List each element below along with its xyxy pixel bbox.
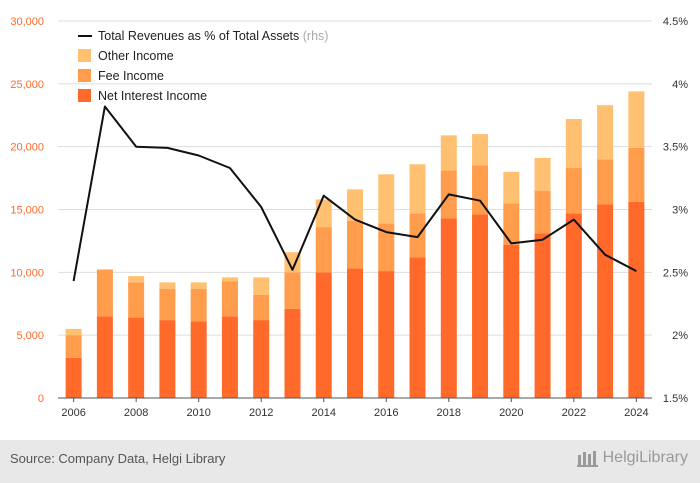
bar-segment: [409, 213, 426, 258]
x-tick-label: 2008: [124, 407, 148, 419]
y-left-tick-label: 15,000: [10, 205, 44, 217]
bar-segment: [159, 288, 176, 321]
bar-segment: [128, 276, 145, 283]
bar-segment: [440, 218, 457, 398]
bar-segment: [534, 157, 551, 191]
legend-swatch: [78, 49, 91, 62]
footer: Source: Company Data, Helgi Library Helg…: [0, 440, 700, 483]
y-left-tick-label: 5,000: [16, 330, 44, 342]
legend-line-name: Total Revenues as % of Total Assets: [98, 29, 303, 43]
bar-segment: [534, 233, 551, 398]
bar-segment: [565, 119, 582, 169]
bar-segment: [315, 272, 332, 398]
bar-segment: [378, 223, 395, 272]
bar-segment: [597, 204, 614, 398]
bar-segment: [503, 203, 520, 245]
bar-segment: [159, 282, 176, 289]
bar-segment: [503, 171, 520, 204]
legend-label-line: Total Revenues as % of Total Assets (rhs…: [98, 29, 328, 43]
x-tick-label: 2016: [374, 407, 398, 419]
bar-segment: [190, 282, 207, 289]
y-left-tick-label: 20,000: [10, 142, 44, 154]
x-tick-label: 2010: [186, 407, 210, 419]
bar-segment: [65, 357, 82, 398]
bar-segment: [284, 272, 301, 309]
bar-segment: [472, 214, 489, 398]
bar-segment: [221, 281, 238, 317]
bar-segment: [347, 189, 363, 221]
bar-segment: [253, 277, 270, 295]
bar-segment: [409, 164, 426, 214]
bar-segment: [628, 147, 645, 202]
x-tick-label: 2020: [499, 407, 523, 419]
bar-segment: [253, 294, 270, 321]
bar-segment: [597, 105, 614, 160]
bar-segment: [253, 320, 270, 398]
bar-segment: [190, 321, 207, 398]
y-right-tick-label: 3%: [672, 205, 688, 217]
bar-segment: [565, 168, 582, 214]
bar-segment: [65, 328, 82, 336]
bar-segment: [128, 282, 145, 318]
bar-segment: [96, 316, 113, 398]
source-note: Source: Company Data, Helgi Library: [10, 451, 226, 466]
y-right-tick-label: 4.5%: [663, 16, 688, 28]
bar-segment: [65, 335, 82, 358]
logo-text: HelgiLibrary: [602, 449, 688, 466]
bar-segment: [96, 269, 113, 270]
legend-label: Net Interest Income: [98, 89, 207, 103]
x-tick-label: 2018: [437, 407, 461, 419]
y-right-tick-label: 2.5%: [663, 267, 688, 279]
y-left-tick-label: 30,000: [10, 16, 44, 28]
y-right-tick-label: 2%: [672, 330, 688, 342]
bar-segment: [190, 288, 207, 322]
y-right-tick-label: 1.5%: [663, 393, 688, 405]
library-logo-icon: [576, 451, 598, 467]
bar-segment: [284, 252, 301, 273]
bar-segment: [409, 257, 426, 398]
y-right-tick-label: 4%: [672, 79, 688, 91]
bar-segment: [315, 199, 332, 228]
bar-segment: [628, 91, 645, 148]
legend-label: Fee Income: [98, 69, 164, 83]
bar-segment: [284, 308, 301, 398]
legend-line-suffix: (rhs): [303, 29, 329, 43]
y-right-tick-label: 3.5%: [663, 142, 688, 154]
bar-segment: [315, 227, 332, 273]
y-left-tick-label: 10,000: [10, 267, 44, 279]
helgi-library-logo: HelgiLibrary: [576, 449, 688, 467]
chart: 0 1.5% 5,000 2% 10,000 2.5% 15,000 3% 20,000 3.5%…: [10, 16, 688, 419]
bar-segment: [472, 134, 489, 166]
bar-segment: [221, 277, 238, 282]
bar-segment: [565, 213, 582, 398]
bar-segment: [503, 244, 520, 398]
bar-segment: [159, 320, 176, 398]
bar-segment: [96, 269, 113, 317]
x-tick-label: 2006: [61, 407, 85, 419]
bar-segment: [378, 271, 395, 398]
x-tick-label: 2024: [624, 407, 648, 419]
bar-segment: [597, 159, 614, 205]
x-tick-label: 2022: [562, 407, 586, 419]
bar-segment: [472, 165, 489, 215]
legend-swatch: [78, 69, 91, 82]
legend-swatch: [78, 89, 91, 102]
bar-segment: [347, 220, 363, 269]
bar-segment: [128, 317, 145, 398]
bar-segment: [534, 190, 551, 234]
line-series-revenues-pct-assets: [72, 105, 637, 282]
bar-segment: [347, 268, 363, 398]
y-left-tick-label: 25,000: [10, 79, 44, 91]
bar-segment: [628, 201, 645, 398]
x-tick-label: 2012: [249, 407, 273, 419]
legend-label: Other Income: [98, 49, 174, 63]
bar-segment: [221, 316, 238, 398]
bar-segment: [440, 135, 457, 171]
y-left-tick-label: 0: [38, 393, 44, 405]
bar-segment: [378, 174, 395, 224]
x-tick-label: 2014: [311, 407, 335, 419]
